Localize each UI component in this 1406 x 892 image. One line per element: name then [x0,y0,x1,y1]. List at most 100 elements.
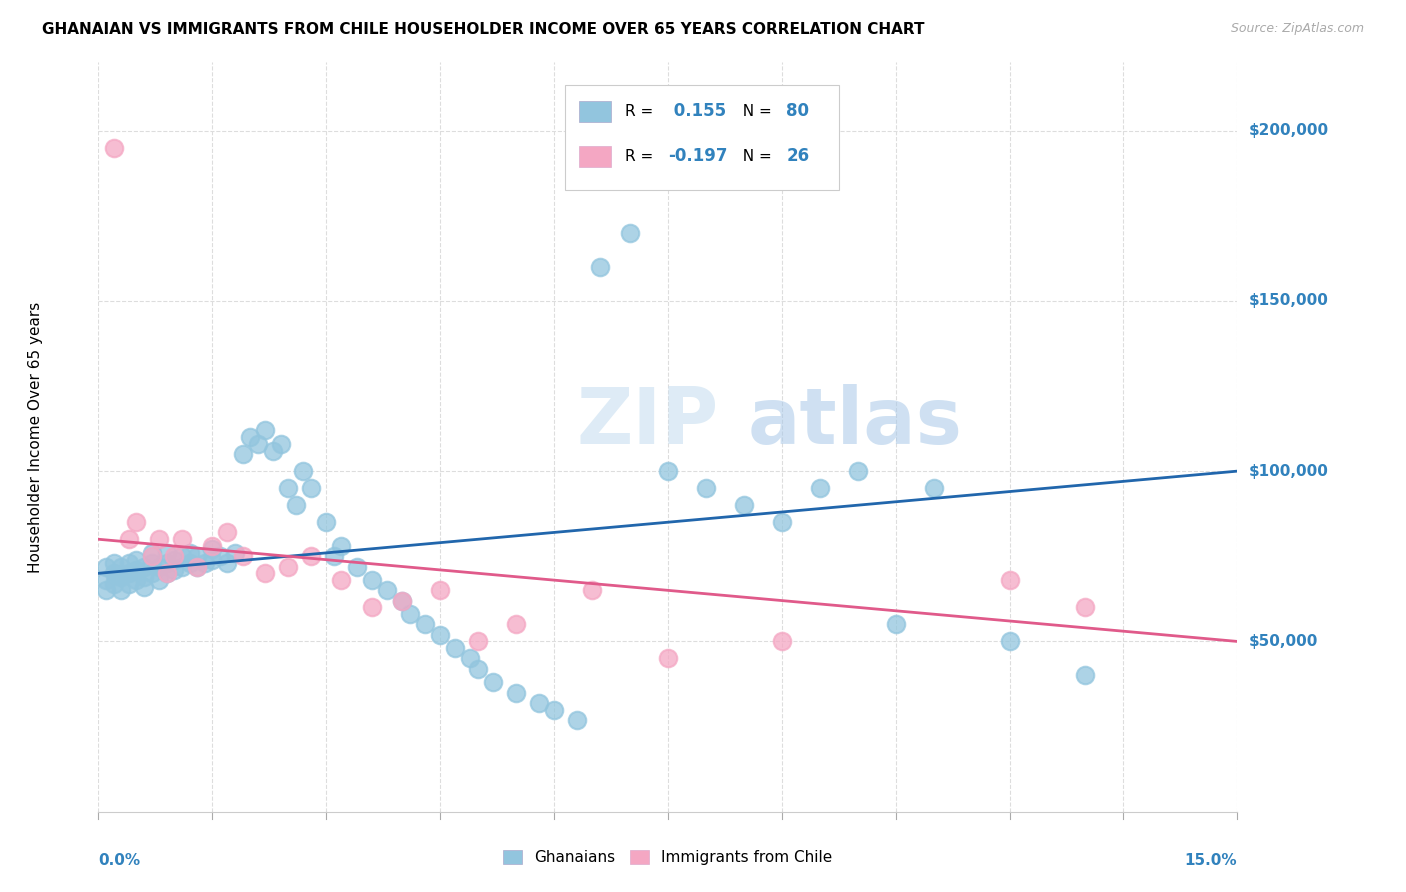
Point [103,576,125,591]
Point [110,570,132,584]
Point [125,552,148,566]
Point [217,556,239,570]
Legend: Ghanaians, Immigrants from Chile: Ghanaians, Immigrants from Chile [498,844,838,871]
Point [808,481,831,495]
Point [148,533,170,547]
Point [360,600,382,615]
Point [482,675,505,690]
Point [346,559,368,574]
Point [315,515,337,529]
Point [94,559,117,574]
Point [118,576,141,591]
Point [186,559,208,574]
Point [270,437,292,451]
Text: $200,000: $200,000 [1249,123,1329,138]
Text: GHANAIAN VS IMMIGRANTS FROM CHILE HOUSEHOLDER INCOME OVER 65 YEARS CORRELATION C: GHANAIAN VS IMMIGRANTS FROM CHILE HOUSEH… [42,22,925,37]
Point [246,437,269,451]
Point [467,634,489,648]
Point [565,713,588,727]
Point [429,627,451,641]
Text: atlas: atlas [748,384,963,460]
Point [156,566,179,581]
Point [922,481,945,495]
Point [1074,668,1097,682]
Point [292,464,315,478]
Point [94,583,117,598]
Point [217,525,239,540]
Point [125,515,148,529]
Point [360,573,382,587]
Point [201,552,224,566]
Point [695,481,717,495]
Point [208,549,231,564]
Point [413,617,436,632]
Point [163,563,186,577]
Point [239,430,262,444]
Point [194,556,217,570]
Point [277,481,299,495]
Point [657,651,679,665]
Point [170,559,193,574]
Text: -0.197: -0.197 [668,147,727,165]
Point [467,662,489,676]
Point [118,556,141,570]
Point [998,573,1021,587]
Point [657,464,679,478]
Text: 0.0%: 0.0% [98,853,141,868]
Point [110,583,132,598]
Point [1074,600,1097,615]
Point [299,481,322,495]
Point [125,563,148,577]
Point [179,546,201,560]
Text: $50,000: $50,000 [1249,634,1317,648]
Point [330,573,353,587]
Point [770,515,793,529]
Point [156,546,179,560]
Point [141,566,163,581]
Point [141,556,163,570]
Point [132,580,155,594]
Point [619,226,641,240]
Point [375,583,398,598]
Point [846,464,869,478]
Point [201,539,224,553]
Point [103,556,125,570]
Text: $100,000: $100,000 [1249,464,1329,479]
Point [125,573,148,587]
Point [163,552,186,566]
Point [148,559,170,574]
Point [543,702,565,716]
Text: N =: N = [733,103,776,119]
Point [460,651,482,665]
Point [186,549,208,564]
Point [103,140,125,154]
Point [232,447,254,461]
Point [588,260,610,274]
Point [505,617,527,632]
Point [170,549,193,564]
Text: 26: 26 [786,147,810,165]
Point [170,533,193,547]
Point [224,546,246,560]
Text: 15.0%: 15.0% [1185,853,1237,868]
Point [103,566,125,581]
FancyBboxPatch shape [579,101,612,121]
Point [186,559,208,574]
Text: 80: 80 [786,103,810,120]
Text: ZIP: ZIP [576,384,718,460]
Point [118,533,141,547]
Point [322,549,344,564]
Point [110,559,132,574]
Text: N =: N = [733,149,776,163]
Point [733,498,755,512]
Point [284,498,307,512]
Point [429,583,451,598]
Point [148,573,170,587]
Point [201,542,224,557]
Point [398,607,420,622]
Point [254,566,277,581]
Point [391,593,413,607]
Point [232,549,254,564]
Point [262,443,284,458]
Point [254,423,277,437]
